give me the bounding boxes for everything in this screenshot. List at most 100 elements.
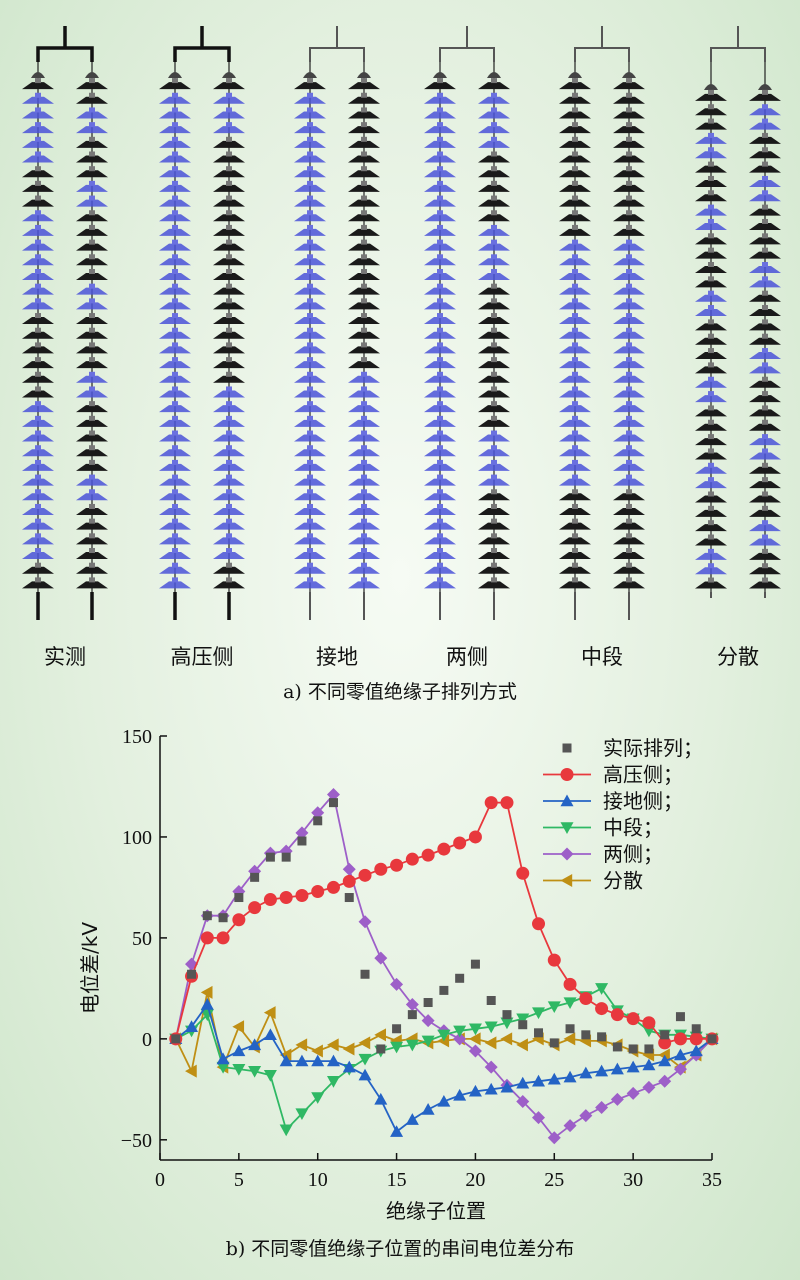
insulator-disc bbox=[559, 122, 591, 134]
zero-value-insulator-disc bbox=[22, 489, 54, 501]
zero-value-insulator-disc bbox=[424, 474, 456, 486]
chart-legend: 实际排列；高压侧；接地侧；中段；两侧；分散 bbox=[543, 736, 703, 893]
disc-cap bbox=[172, 386, 178, 392]
insulator-disc bbox=[478, 577, 510, 589]
data-point-triangle-left bbox=[279, 1048, 292, 1062]
data-point-square bbox=[549, 1038, 559, 1048]
disc-shed bbox=[424, 82, 456, 90]
insulator-disc bbox=[348, 166, 380, 178]
disc-cap bbox=[708, 477, 714, 483]
data-point-square bbox=[392, 1024, 402, 1034]
zero-value-insulator-disc bbox=[76, 474, 108, 486]
disc-shed bbox=[424, 552, 456, 560]
disc-cap bbox=[89, 195, 95, 201]
disc-cap bbox=[626, 533, 632, 539]
disc-cap bbox=[572, 268, 578, 274]
disc-cap bbox=[626, 224, 632, 230]
disc-cap bbox=[708, 319, 714, 325]
disc-cap bbox=[437, 210, 443, 216]
zero-value-insulator-disc bbox=[294, 577, 326, 589]
disc-cap bbox=[307, 489, 313, 495]
yoke-frame bbox=[173, 26, 231, 62]
disc-cap bbox=[572, 430, 578, 436]
disc-cap bbox=[361, 342, 367, 348]
disc-shed bbox=[424, 361, 456, 369]
data-point-square bbox=[265, 852, 275, 862]
disc-cap bbox=[762, 362, 768, 368]
insulator-disc bbox=[478, 503, 510, 515]
zero-value-insulator-disc bbox=[294, 92, 326, 104]
data-point-circle bbox=[342, 874, 356, 888]
disc-cap bbox=[35, 224, 41, 230]
insulator-disc bbox=[478, 166, 510, 178]
disc-cap bbox=[626, 371, 632, 377]
disc-cap bbox=[491, 239, 497, 245]
data-point-triangle-down bbox=[405, 1039, 419, 1052]
disc-shed bbox=[424, 581, 456, 589]
data-point-square bbox=[502, 1010, 512, 1020]
legend-label: 接地侧； bbox=[603, 789, 683, 813]
disc-cap bbox=[307, 459, 313, 465]
disc-shed bbox=[213, 522, 245, 530]
data-point-triangle-left bbox=[200, 985, 213, 999]
zero-value-insulator-disc bbox=[424, 283, 456, 295]
disc-cap bbox=[226, 503, 232, 509]
disc-cap bbox=[35, 151, 41, 157]
disc-cap bbox=[708, 276, 714, 282]
disc-shed bbox=[559, 390, 591, 398]
disc-shed bbox=[213, 375, 245, 383]
disc-shed bbox=[478, 581, 510, 589]
disc-cap bbox=[89, 489, 95, 495]
disc-shed bbox=[213, 126, 245, 134]
disc-cap bbox=[626, 386, 632, 392]
disc-shed bbox=[424, 493, 456, 501]
disc-cap bbox=[307, 562, 313, 568]
disc-shed bbox=[76, 214, 108, 222]
zero-value-insulator-disc bbox=[613, 459, 645, 471]
zero-value-insulator-disc bbox=[559, 254, 591, 266]
disc-cap bbox=[437, 283, 443, 289]
zero-value-insulator-disc bbox=[749, 190, 781, 202]
insulator-disc bbox=[478, 386, 510, 398]
zero-value-insulator-disc bbox=[613, 268, 645, 280]
data-point-square bbox=[376, 1044, 386, 1054]
zero-value-insulator-disc bbox=[159, 459, 191, 471]
disc-shed bbox=[478, 361, 510, 369]
zero-value-insulator-disc bbox=[294, 327, 326, 339]
insulator-disc bbox=[294, 78, 326, 90]
cap-fitting bbox=[168, 72, 182, 78]
disc-shed bbox=[559, 522, 591, 530]
data-point-square bbox=[360, 969, 370, 979]
disc-shed bbox=[749, 309, 781, 317]
disc-shed bbox=[213, 405, 245, 413]
insulator-string-left bbox=[159, 62, 191, 592]
insulator-disc bbox=[749, 419, 781, 431]
insulator-disc bbox=[22, 166, 54, 178]
disc-shed bbox=[559, 346, 591, 354]
disc-cap bbox=[762, 247, 768, 253]
disc-shed bbox=[294, 507, 326, 515]
data-point-triangle-up bbox=[358, 1068, 372, 1081]
disc-cap bbox=[491, 254, 497, 260]
disc-cap bbox=[762, 391, 768, 397]
zero-value-insulator-disc bbox=[749, 534, 781, 546]
data-point-triangle-up bbox=[295, 1054, 309, 1067]
zero-value-insulator-disc bbox=[424, 357, 456, 369]
insulator-disc bbox=[159, 78, 191, 90]
insulator-disc bbox=[695, 319, 727, 331]
disc-shed bbox=[22, 331, 54, 339]
disc-shed bbox=[749, 524, 781, 532]
disc-shed bbox=[478, 82, 510, 90]
zero-value-insulator-disc bbox=[22, 459, 54, 471]
disc-shed bbox=[213, 199, 245, 207]
insulator-string-left bbox=[294, 62, 326, 592]
disc-cap bbox=[491, 357, 497, 363]
zero-value-insulator-disc bbox=[613, 357, 645, 369]
data-point-circle bbox=[263, 893, 277, 907]
disc-cap bbox=[491, 151, 497, 157]
disc-cap bbox=[626, 122, 632, 128]
disc-cap bbox=[307, 92, 313, 98]
insulator-disc bbox=[613, 489, 645, 501]
disc-shed bbox=[613, 478, 645, 486]
disc-shed bbox=[76, 96, 108, 104]
